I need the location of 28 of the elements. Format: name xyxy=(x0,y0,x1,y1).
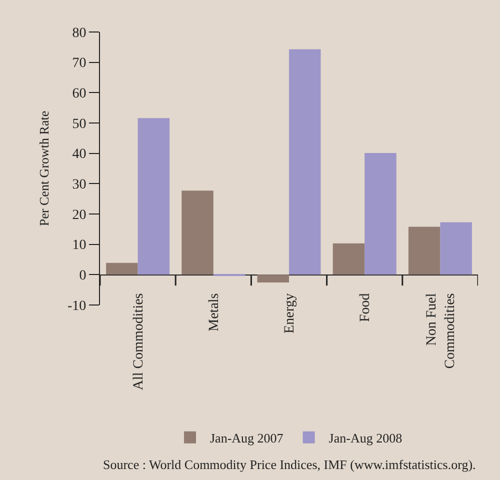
x-tick-label: All Commodities xyxy=(131,293,146,390)
y-axis-title: Per Cent Growth Rate xyxy=(36,110,52,226)
source-note: Source : World Commodity Price Indices, IMF (www.imfstatistics.org). xyxy=(103,457,476,472)
y-tick-label: 40 xyxy=(72,147,86,162)
y-tick-label: 60 xyxy=(72,86,86,102)
y-tick-label: 30 xyxy=(72,178,86,193)
bar xyxy=(257,274,289,283)
y-tick-label: 70 xyxy=(72,56,86,72)
bar xyxy=(408,226,440,275)
y-tick-label: 10 xyxy=(72,238,86,254)
legend-label: Jan-Aug 2007 xyxy=(210,430,284,446)
bar xyxy=(138,118,170,275)
y-tick-label: 50 xyxy=(72,116,86,132)
y-tick-label: 0 xyxy=(79,268,86,284)
y-tick-label: 20 xyxy=(72,208,86,223)
legend-label: Jan-Aug 2008 xyxy=(328,430,402,446)
bar xyxy=(364,153,396,275)
bar xyxy=(106,262,138,275)
bar xyxy=(332,243,365,275)
bar xyxy=(440,222,472,275)
y-tick-label: 80 xyxy=(72,26,86,41)
x-tick-label: Metals xyxy=(206,293,222,332)
bar xyxy=(182,190,214,275)
x-tick-label: Energy xyxy=(282,293,298,334)
bar xyxy=(289,49,321,275)
x-tick-label: Non Fuel Commodities xyxy=(424,293,458,369)
y-tick-label: -10 xyxy=(68,298,86,314)
x-tick-label: Food xyxy=(358,293,374,322)
